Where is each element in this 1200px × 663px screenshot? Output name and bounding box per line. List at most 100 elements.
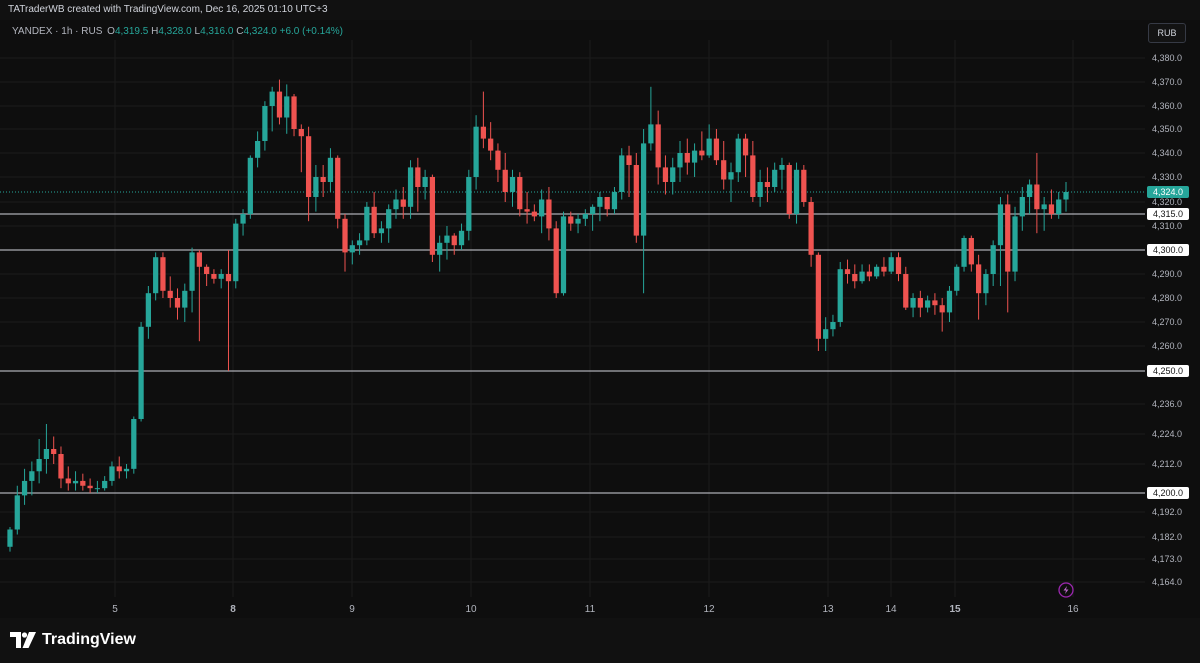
chart-panel[interactable] — [0, 20, 1200, 618]
candle[interactable] — [276, 79, 283, 125]
candle[interactable] — [837, 262, 843, 327]
candle[interactable] — [975, 254, 982, 320]
candle[interactable] — [429, 174, 436, 262]
candle[interactable] — [735, 133, 741, 182]
candle[interactable] — [546, 187, 552, 241]
candle[interactable] — [167, 276, 173, 308]
candle[interactable] — [1019, 187, 1025, 231]
candle[interactable] — [757, 169, 763, 207]
candle[interactable] — [393, 189, 399, 219]
candle[interactable] — [291, 94, 297, 137]
candle[interactable] — [888, 252, 894, 274]
candle[interactable] — [925, 295, 931, 313]
lightning-icon[interactable] — [1058, 582, 1074, 598]
candle[interactable] — [72, 471, 79, 491]
candle[interactable] — [801, 165, 807, 207]
candle[interactable] — [815, 252, 822, 351]
candle[interactable] — [356, 233, 363, 255]
candle[interactable] — [305, 126, 312, 222]
candle[interactable] — [313, 165, 319, 212]
candle[interactable] — [779, 157, 785, 190]
candle[interactable] — [961, 235, 967, 272]
candle[interactable] — [320, 165, 326, 197]
candle[interactable] — [670, 157, 676, 195]
candle[interactable] — [786, 162, 792, 219]
candle[interactable] — [407, 160, 414, 219]
candle[interactable] — [247, 155, 253, 219]
candle[interactable] — [662, 155, 669, 195]
candle[interactable] — [1005, 194, 1011, 313]
candle[interactable] — [51, 436, 57, 465]
candle[interactable] — [153, 252, 159, 301]
candle[interactable] — [1056, 192, 1062, 219]
candle[interactable] — [939, 298, 945, 332]
candle[interactable] — [859, 264, 865, 284]
candle[interactable] — [298, 124, 304, 173]
candle[interactable] — [1034, 153, 1040, 234]
candle[interactable] — [553, 221, 559, 298]
candle[interactable] — [611, 187, 618, 214]
candle[interactable] — [1041, 197, 1047, 231]
candle[interactable] — [415, 157, 421, 212]
candle[interactable] — [1026, 179, 1033, 215]
candle[interactable] — [36, 439, 42, 484]
candle[interactable] — [604, 197, 610, 217]
candle[interactable] — [728, 162, 734, 202]
candle[interactable] — [145, 286, 151, 339]
candle[interactable] — [866, 264, 872, 282]
candle[interactable] — [254, 131, 261, 168]
candle[interactable] — [691, 143, 698, 177]
candle[interactable] — [684, 138, 690, 175]
candle[interactable] — [633, 153, 639, 243]
candle[interactable] — [619, 148, 625, 200]
candle[interactable] — [160, 252, 166, 298]
candle[interactable] — [1048, 189, 1055, 219]
candle[interactable] — [844, 259, 851, 284]
candle[interactable] — [830, 314, 836, 337]
candle[interactable] — [218, 269, 224, 289]
currency-button[interactable]: RUB — [1148, 23, 1186, 43]
candle[interactable] — [364, 202, 370, 246]
candle[interactable] — [284, 84, 290, 134]
candle[interactable] — [997, 197, 1004, 286]
candle[interactable] — [225, 250, 232, 371]
candle[interactable] — [575, 214, 581, 234]
candle[interactable] — [422, 169, 428, 200]
candle[interactable] — [102, 476, 108, 491]
candle[interactable] — [451, 233, 457, 255]
candle[interactable] — [131, 416, 137, 474]
candle[interactable] — [808, 197, 814, 267]
candle[interactable] — [174, 288, 181, 320]
candle[interactable] — [466, 169, 472, 241]
candle[interactable] — [764, 167, 771, 202]
candle[interactable] — [954, 264, 960, 296]
candle[interactable] — [495, 143, 501, 182]
candle[interactable] — [349, 240, 355, 265]
candle[interactable] — [269, 86, 275, 132]
candle[interactable] — [189, 247, 195, 313]
candle[interactable] — [626, 145, 632, 197]
candle[interactable] — [655, 110, 661, 185]
candle[interactable] — [378, 221, 385, 243]
candle[interactable] — [772, 162, 778, 192]
candle[interactable] — [597, 192, 603, 222]
candle[interactable] — [123, 464, 130, 479]
candle[interactable] — [903, 266, 909, 310]
candle[interactable] — [910, 293, 916, 318]
candle[interactable] — [721, 141, 727, 190]
candle[interactable] — [7, 527, 13, 552]
candle[interactable] — [524, 192, 530, 224]
candle[interactable] — [371, 192, 377, 238]
candle[interactable] — [560, 211, 567, 296]
candle[interactable] — [713, 129, 720, 165]
candle[interactable] — [742, 133, 749, 177]
candle[interactable] — [539, 189, 545, 234]
candle[interactable] — [335, 155, 341, 229]
candle[interactable] — [990, 240, 996, 286]
candle[interactable] — [43, 424, 50, 474]
candle[interactable] — [917, 290, 923, 318]
candle[interactable] — [233, 218, 239, 289]
candle[interactable] — [58, 446, 64, 489]
candle[interactable] — [138, 322, 144, 422]
